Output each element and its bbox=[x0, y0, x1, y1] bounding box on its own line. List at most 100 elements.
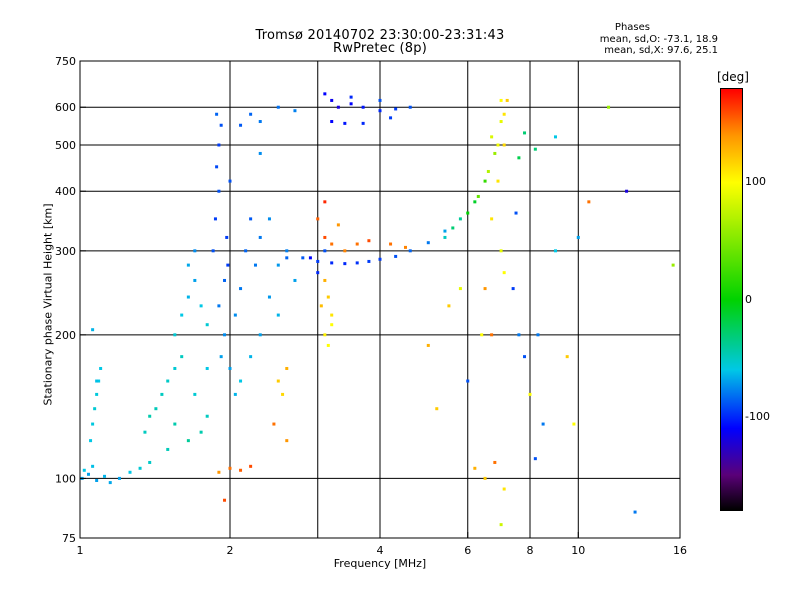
data-point bbox=[323, 333, 327, 337]
data-points bbox=[80, 92, 675, 527]
data-point bbox=[355, 261, 359, 265]
data-point bbox=[499, 120, 503, 124]
data-point bbox=[103, 474, 107, 478]
data-point bbox=[91, 422, 95, 426]
data-point bbox=[301, 256, 305, 260]
data-point bbox=[505, 98, 509, 102]
data-point bbox=[330, 313, 334, 317]
data-point bbox=[572, 422, 576, 426]
gridlines bbox=[80, 61, 680, 538]
data-point bbox=[276, 263, 280, 267]
data-point bbox=[587, 200, 591, 204]
data-point bbox=[239, 468, 243, 472]
data-point bbox=[293, 278, 297, 282]
data-point bbox=[514, 211, 518, 215]
data-point bbox=[408, 249, 412, 253]
data-point bbox=[378, 257, 382, 261]
data-point bbox=[239, 123, 243, 127]
data-point bbox=[576, 235, 580, 239]
data-point bbox=[466, 211, 470, 215]
data-point bbox=[394, 107, 398, 111]
phase-colorbar bbox=[720, 88, 743, 511]
data-point bbox=[473, 466, 477, 470]
data-point bbox=[276, 313, 280, 317]
data-point bbox=[502, 143, 506, 147]
x-tick-label: 4 bbox=[377, 544, 384, 557]
data-point bbox=[166, 379, 170, 383]
data-point bbox=[389, 116, 393, 120]
y-tick-label: 200 bbox=[55, 329, 76, 342]
data-point bbox=[285, 439, 289, 443]
y-axis-label: Stationary phase Virtual Height [km] bbox=[41, 203, 55, 406]
data-point bbox=[128, 470, 132, 474]
data-point bbox=[336, 223, 340, 227]
data-point bbox=[499, 249, 503, 253]
data-point bbox=[215, 112, 219, 116]
data-point bbox=[528, 392, 532, 396]
data-point bbox=[267, 295, 271, 299]
data-point bbox=[523, 131, 527, 135]
data-point bbox=[108, 481, 112, 485]
data-point bbox=[217, 470, 221, 474]
data-point bbox=[486, 169, 490, 173]
data-point bbox=[323, 200, 327, 204]
data-point bbox=[533, 147, 537, 151]
data-point bbox=[625, 189, 629, 193]
data-point bbox=[219, 355, 223, 359]
data-point bbox=[466, 379, 470, 383]
phase-x-stats: mean, sd,X: 97.6, 25.1 bbox=[604, 45, 718, 56]
colorbar-tick-label: 0 bbox=[745, 292, 752, 306]
data-point bbox=[326, 295, 330, 299]
y-tick-label: 750 bbox=[55, 55, 76, 68]
data-point bbox=[490, 135, 494, 139]
data-point bbox=[249, 464, 253, 468]
data-point bbox=[319, 304, 323, 308]
data-point bbox=[496, 143, 500, 147]
y-tick-label: 500 bbox=[55, 139, 76, 152]
data-point bbox=[199, 430, 203, 434]
data-point bbox=[336, 105, 340, 109]
data-point bbox=[517, 156, 521, 160]
data-point bbox=[483, 287, 487, 291]
data-point bbox=[323, 249, 327, 253]
data-point bbox=[217, 143, 221, 147]
data-point bbox=[205, 323, 209, 327]
data-point bbox=[355, 242, 359, 246]
data-point bbox=[480, 333, 484, 337]
data-point bbox=[97, 379, 101, 383]
data-point bbox=[86, 472, 90, 476]
data-point bbox=[95, 478, 99, 482]
data-point bbox=[330, 98, 334, 102]
data-point bbox=[458, 217, 462, 221]
data-point bbox=[193, 278, 197, 282]
y-tick-label: 300 bbox=[55, 245, 76, 258]
data-point bbox=[93, 407, 97, 411]
data-point bbox=[533, 457, 537, 461]
data-point bbox=[267, 217, 271, 221]
data-point bbox=[426, 241, 430, 245]
data-point bbox=[517, 333, 521, 337]
data-point bbox=[458, 287, 462, 291]
data-point bbox=[536, 333, 540, 337]
data-point bbox=[173, 333, 177, 337]
data-point bbox=[426, 343, 430, 347]
data-point bbox=[244, 249, 248, 253]
data-point bbox=[502, 487, 506, 491]
data-point bbox=[249, 112, 253, 116]
data-point bbox=[186, 263, 190, 267]
data-point bbox=[186, 439, 190, 443]
data-point bbox=[228, 366, 232, 370]
data-point bbox=[435, 407, 439, 411]
data-point bbox=[225, 235, 229, 239]
data-point bbox=[285, 249, 289, 253]
data-point bbox=[166, 447, 170, 451]
data-point bbox=[361, 121, 365, 125]
data-point bbox=[193, 392, 197, 396]
phase-o-stats: mean, sd,O: -73.1, 18.9 bbox=[599, 34, 718, 45]
data-point bbox=[499, 98, 503, 102]
data-point bbox=[217, 304, 221, 308]
colorbar-tick-label: 100 bbox=[745, 175, 766, 188]
data-point bbox=[160, 392, 164, 396]
data-point bbox=[367, 239, 371, 243]
